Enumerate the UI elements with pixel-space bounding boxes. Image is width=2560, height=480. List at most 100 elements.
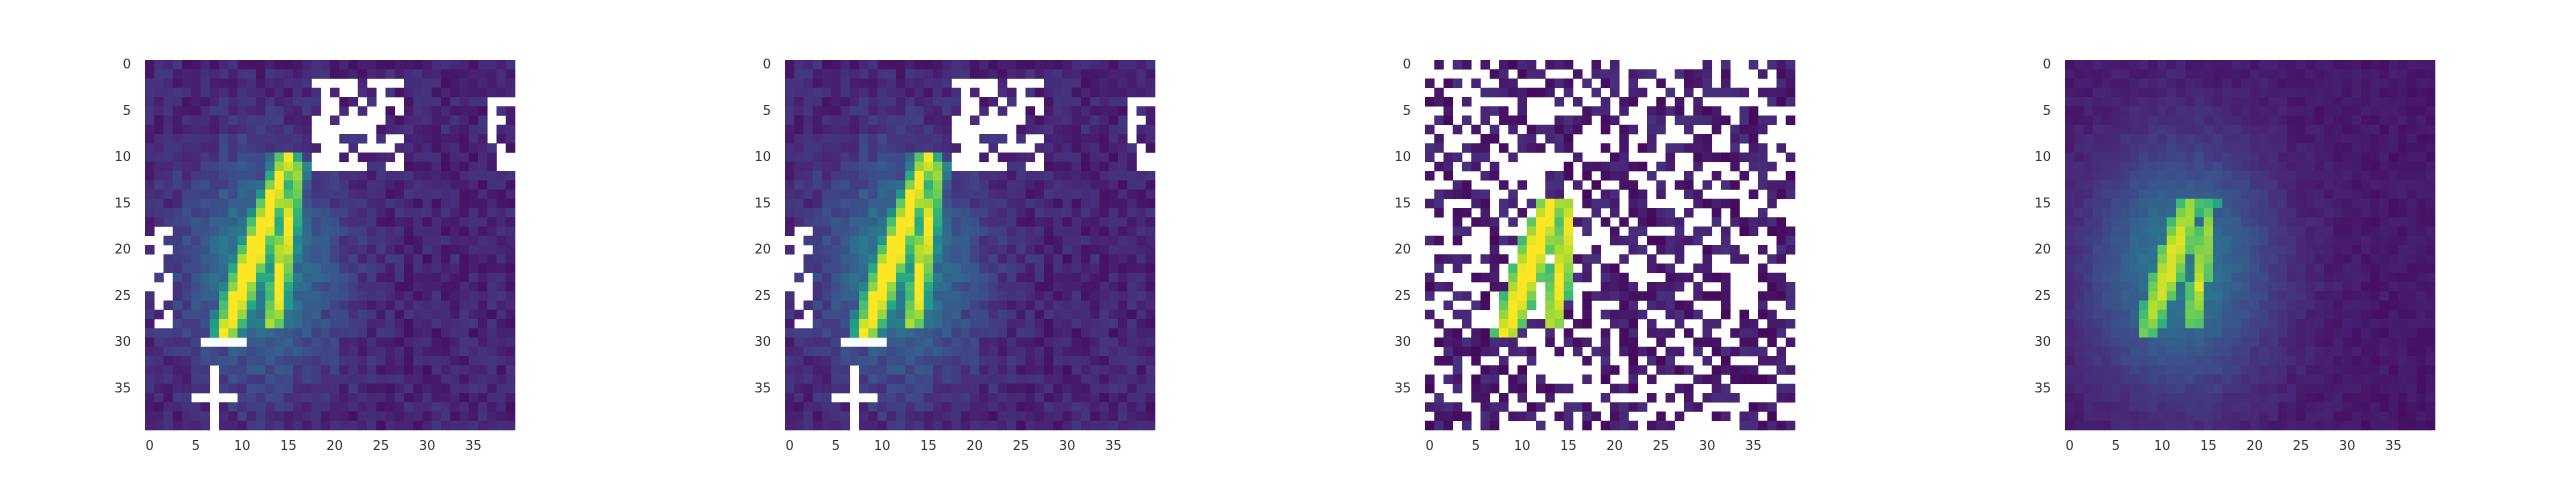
heatmap-cell: [1062, 319, 1073, 329]
heatmap-cell: [2388, 282, 2399, 292]
heatmap-cell: [376, 180, 386, 190]
heatmap-cell: [1127, 87, 1137, 98]
heatmap-cell: [265, 272, 275, 283]
heatmap-cell: [1526, 254, 1537, 264]
heatmap-cell: [1721, 245, 1731, 255]
heatmap-cell: [431, 97, 442, 107]
heatmap-cell: [246, 97, 257, 107]
heatmap-cell: [1600, 356, 1611, 366]
heatmap-cell: [2333, 171, 2343, 181]
heatmap-cell: [367, 198, 377, 209]
heatmap-cell: [237, 60, 248, 70]
heatmap-cell: [1517, 309, 1528, 320]
heatmap-cell: [868, 69, 878, 79]
heatmap-cell: [2388, 115, 2399, 126]
heatmap-cell: [970, 208, 980, 218]
heatmap-cell: [283, 346, 294, 357]
heatmap-cell: [1434, 420, 1444, 431]
heatmap-cell: [1118, 189, 1128, 200]
heatmap-cell: [265, 143, 275, 153]
heatmap-cell: [2157, 309, 2168, 320]
heatmap-cell: [923, 337, 934, 348]
heatmap-cell: [2231, 291, 2242, 301]
heatmap-cell: [1044, 97, 1054, 107]
heatmap-cell: [209, 356, 220, 366]
heatmap-cell: [283, 309, 294, 320]
heatmap-cell: [923, 254, 934, 264]
heatmap-cell: [2296, 189, 2306, 200]
heatmap-cell: [1610, 263, 1620, 274]
heatmap-cell: [1016, 291, 1026, 301]
heatmap-cell: [933, 346, 943, 357]
heatmap-cell: [385, 69, 396, 79]
heatmap-cell: [209, 69, 220, 79]
heatmap-cell: [1600, 78, 1611, 89]
heatmap-cell: [1044, 152, 1054, 163]
heatmap-cell: [1007, 171, 1017, 181]
heatmap-cell: [163, 124, 174, 135]
heatmap-cell: [330, 402, 340, 412]
heatmap-cell: [2314, 208, 2325, 218]
heatmap-cell: [1462, 420, 1472, 431]
heatmap-cell: [2407, 87, 2417, 98]
heatmap-cell: [1563, 309, 1574, 320]
heatmap-cell: [988, 411, 999, 422]
heatmap-cell: [200, 254, 211, 264]
heatmap-cell: [1563, 337, 1574, 348]
heatmap-cell: [1739, 420, 1750, 431]
heatmap-cell: [311, 291, 322, 301]
heatmap-cell: [1767, 356, 1777, 366]
heatmap-cell: [2287, 180, 2297, 190]
heatmap-cell: [1071, 235, 1082, 246]
heatmap-cell: [794, 189, 804, 200]
heatmap-cell: [2203, 134, 2214, 144]
heatmap-cell: [182, 134, 192, 144]
heatmap-cell: [228, 97, 238, 107]
heatmap-cell: [970, 365, 980, 375]
heatmap-cell: [154, 365, 164, 375]
heatmap-cell: [1007, 309, 1017, 320]
heatmap-cell: [2231, 87, 2242, 98]
heatmap-cell: [339, 180, 349, 190]
heatmap-cell: [145, 87, 155, 98]
heatmap-cell: [2111, 263, 2121, 274]
heatmap-cell: [2324, 235, 2334, 246]
heatmap-cell: [2065, 254, 2075, 264]
heatmap-cell: [2102, 189, 2112, 200]
heatmap-cell: [246, 60, 257, 70]
heatmap-cell: [191, 171, 201, 181]
heatmap-cell: [1025, 69, 1036, 79]
heatmap-cell: [2139, 263, 2149, 274]
heatmap-cell: [209, 272, 220, 283]
heatmap-cell: [942, 97, 952, 107]
heatmap-cell: [2111, 115, 2121, 126]
heatmap-cell: [320, 365, 331, 375]
heatmap-cell: [246, 235, 257, 246]
heatmap-cell: [960, 226, 971, 237]
heatmap-cell: [330, 272, 340, 283]
heatmap-cell: [487, 263, 497, 274]
heatmap-cell: [182, 328, 192, 338]
heatmap-cell: [2370, 272, 2380, 283]
heatmap-cell: [172, 69, 183, 79]
heatmap-cell: [2268, 180, 2279, 190]
heatmap-cell: [468, 208, 479, 218]
heatmap-cell: [219, 189, 229, 200]
heatmap-cell: [2240, 217, 2251, 227]
heatmap-cell: [2102, 291, 2112, 301]
heatmap-cell: [1665, 217, 1676, 227]
heatmap-cell: [831, 365, 841, 375]
heatmap-cell: [487, 245, 497, 255]
heatmap-cell: [2111, 291, 2121, 301]
heatmap-cell: [822, 235, 832, 246]
heatmap-cell: [274, 365, 285, 375]
heatmap-cell: [1693, 402, 1703, 412]
heatmap-cell: [2361, 161, 2371, 172]
heatmap-cell: [2102, 272, 2112, 283]
heatmap-cell: [905, 235, 915, 246]
heatmap-cell: [478, 143, 488, 153]
heatmap-cell: [979, 365, 989, 375]
heatmap-cell: [2194, 189, 2205, 200]
heatmap-cell: [2157, 282, 2168, 292]
y-tick-label: 25: [754, 289, 771, 304]
